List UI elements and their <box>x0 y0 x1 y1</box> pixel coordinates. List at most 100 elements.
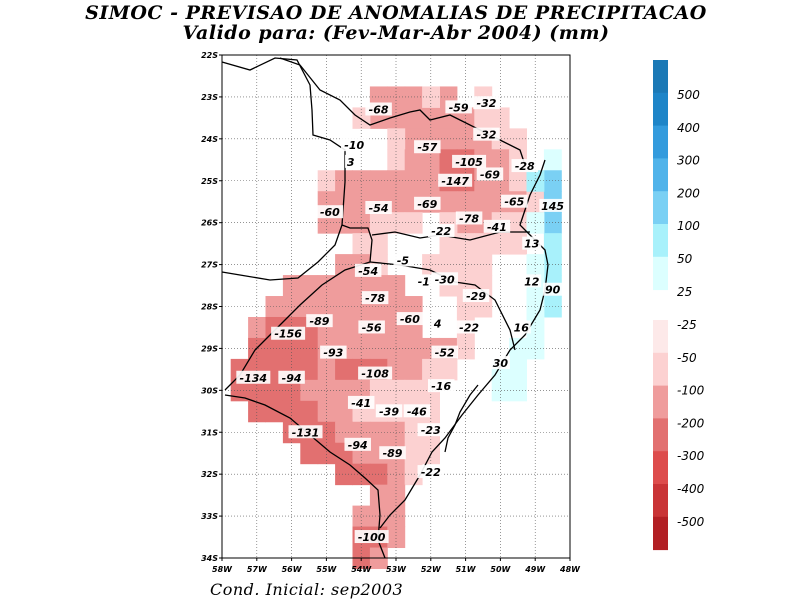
field-cell <box>387 275 406 297</box>
field-cell <box>404 86 423 108</box>
value-label: -32 <box>473 96 500 110</box>
value-label: -78 <box>361 291 389 305</box>
value-label-text: -32 <box>477 129 497 142</box>
value-label-text: -54 <box>358 265 378 278</box>
chart-title: SIMOC - PREVISAO DE ANOMALIAS DE PRECIPI… <box>85 2 707 24</box>
legend-swatch <box>653 418 668 452</box>
value-label-text: -89 <box>310 315 330 328</box>
field-cell <box>317 296 336 318</box>
field-cell <box>265 296 284 318</box>
legend-swatch <box>653 385 668 419</box>
value-label: -29 <box>462 289 490 303</box>
chart-subtitle: Valido para: (Fev-Mar-Abr 2004) (mm) <box>182 22 610 44</box>
field-cell <box>335 170 353 192</box>
field-cell <box>317 442 336 465</box>
value-label: -59 <box>445 100 472 114</box>
value-label-text: -22 <box>431 225 451 238</box>
color-legend: 500 400 300 200 100 50 25 -25 -50 -100 -200 -300 -40… <box>653 60 705 551</box>
value-label-bg <box>344 437 371 451</box>
field-cell <box>526 337 545 360</box>
map-gridlines <box>222 55 570 558</box>
field-cell <box>543 149 562 171</box>
legend-swatch <box>653 158 668 192</box>
field-cell <box>352 233 371 255</box>
value-label-bg <box>375 404 403 418</box>
value-label: -57 <box>414 140 441 154</box>
value-label-text: -56 <box>362 321 382 334</box>
value-label-text: -46 <box>407 405 427 418</box>
value-label-text: 90 <box>545 284 561 297</box>
value-label-text: -156 <box>274 328 302 341</box>
value-label-bg <box>347 395 375 409</box>
lon-label: 50W <box>490 565 511 574</box>
legend-swatch <box>653 92 668 127</box>
field-cell <box>265 379 284 402</box>
field-cell <box>526 254 545 276</box>
lat-label: 23S <box>201 93 218 102</box>
value-label-bg <box>340 138 368 152</box>
anomaly-field <box>230 86 562 569</box>
field-cell <box>352 505 371 528</box>
value-label-text: -22 <box>421 466 441 479</box>
value-label-text: -60 <box>320 206 340 219</box>
field-cell <box>509 358 527 381</box>
lat-label: 26S <box>201 219 218 228</box>
value-label-bg <box>539 198 566 212</box>
field-cell <box>317 358 336 381</box>
lat-label: 25S <box>201 177 218 186</box>
value-label: -52 <box>431 345 458 360</box>
field-cell <box>300 275 319 297</box>
misiones-border <box>224 224 373 391</box>
value-label: -105 <box>452 154 487 169</box>
field-cell <box>317 379 336 402</box>
field-cell <box>509 212 527 234</box>
value-label-text: -32 <box>477 97 497 110</box>
value-label-bg <box>414 274 434 288</box>
field-cell <box>352 212 371 234</box>
value-label: -46 <box>403 404 431 418</box>
value-label-bg <box>445 100 472 114</box>
field-cell <box>248 316 266 339</box>
value-label-text: -10 <box>344 139 364 152</box>
lon-label: 51W <box>456 565 477 574</box>
field-cell <box>404 379 423 402</box>
value-label-text: -41 <box>487 221 507 234</box>
legend-label: 400 <box>677 121 700 135</box>
value-label: 30 <box>490 356 510 370</box>
value-label-bg <box>393 253 413 267</box>
value-label: -16 <box>427 379 455 393</box>
legend-label: -300 <box>677 449 705 463</box>
value-label-bg <box>361 291 389 305</box>
field-cell <box>526 296 545 318</box>
value-label: -30 <box>431 272 458 286</box>
value-label: -94 <box>278 370 305 385</box>
value-label-bg <box>522 236 542 250</box>
legend-label: -200 <box>677 416 705 430</box>
value-label: -60 <box>396 312 424 326</box>
value-label-bg <box>455 211 483 225</box>
uruguay-border <box>224 394 386 559</box>
value-label: 16 <box>511 320 531 334</box>
lon-label: 52W <box>421 565 442 574</box>
value-label-bg <box>417 423 445 437</box>
axis-ticks: 22S 23S 24S 25S 26S 27S 28S 29S 30S 31S 32S 33S 34S 5… <box>201 51 581 574</box>
value-label: -23 <box>417 423 445 437</box>
value-label: -60 <box>316 205 344 219</box>
field-cell <box>404 149 423 171</box>
field-cell <box>404 212 423 234</box>
lon-label: 49W <box>524 565 546 574</box>
value-label-text: -78 <box>365 292 385 305</box>
value-label-bg <box>543 282 563 296</box>
legend-swatch <box>653 516 668 551</box>
value-label: -39 <box>375 404 403 418</box>
value-label-text: -131 <box>292 426 320 439</box>
lat-label: 34S <box>201 554 218 563</box>
legend-swatch <box>653 451 668 485</box>
value-label-text: -39 <box>379 405 399 418</box>
field-cell <box>387 526 406 549</box>
legend-swatch <box>653 224 668 258</box>
value-label: -69 <box>476 167 504 181</box>
value-label-bg <box>271 326 306 340</box>
lat-label: 22S <box>201 51 218 60</box>
field-cell <box>474 233 493 255</box>
